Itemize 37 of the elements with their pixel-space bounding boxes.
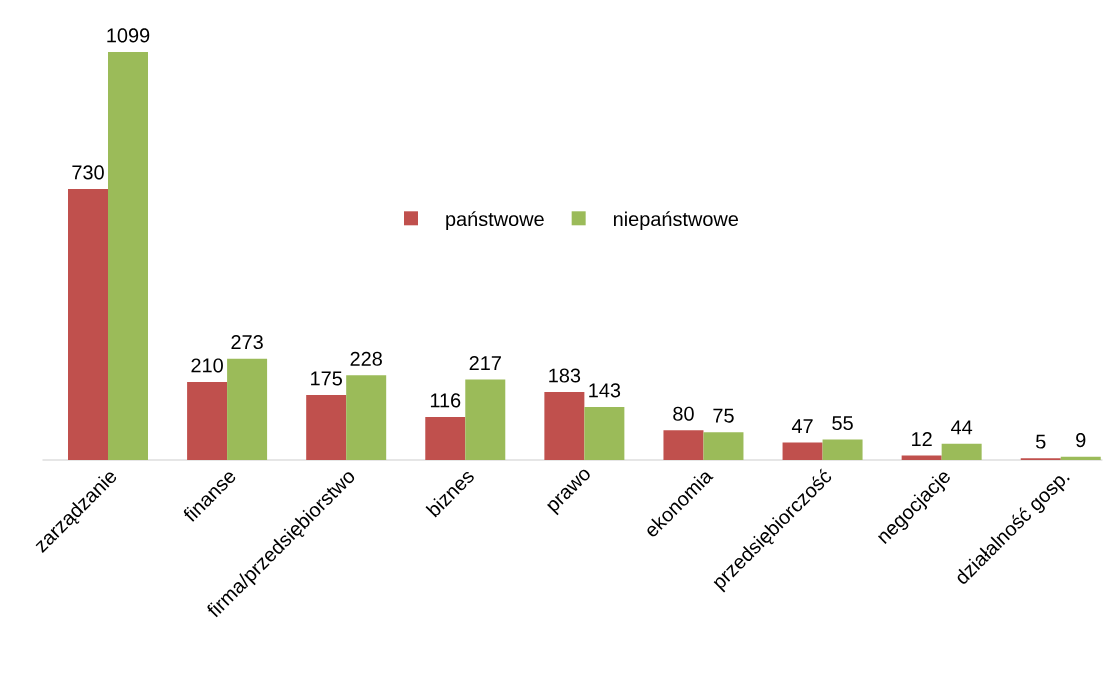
data-label: 730 [72, 165, 104, 180]
bar [465, 379, 506, 460]
bar [584, 406, 625, 460]
data-label: 228 [350, 351, 382, 366]
bar [108, 51, 148, 460]
data-label: 9 [1076, 433, 1086, 448]
bar [941, 443, 982, 460]
data-label: 80 [673, 406, 694, 421]
bar [187, 382, 228, 460]
data-label: 143 [589, 383, 621, 398]
data-label: 1099 [107, 28, 150, 43]
bar [227, 358, 268, 460]
bar [544, 392, 585, 460]
data-label: 75 [713, 408, 734, 423]
bar [425, 416, 466, 460]
legend-label: państwowe [446, 211, 544, 231]
bar [703, 432, 744, 460]
bar [1060, 456, 1101, 460]
data-label: 47 [791, 419, 813, 434]
data-label: 210 [191, 358, 223, 373]
bar [346, 375, 387, 460]
data-label: 217 [469, 356, 501, 370]
legend-label: niepaństwowe [613, 211, 739, 231]
data-label: 175 [311, 371, 342, 386]
data-label: 44 [951, 420, 973, 435]
bar [68, 188, 108, 460]
data-label: 116 [430, 393, 461, 408]
bar [822, 439, 863, 460]
bar [901, 455, 942, 460]
data-label: 183 [549, 368, 581, 383]
bar [663, 430, 704, 460]
data-label: 5 [1036, 434, 1046, 449]
data-label: 12 [912, 432, 932, 447]
bar [306, 395, 347, 460]
data-label: 273 [231, 335, 263, 350]
bar [782, 442, 823, 460]
data-label: 55 [832, 416, 853, 431]
